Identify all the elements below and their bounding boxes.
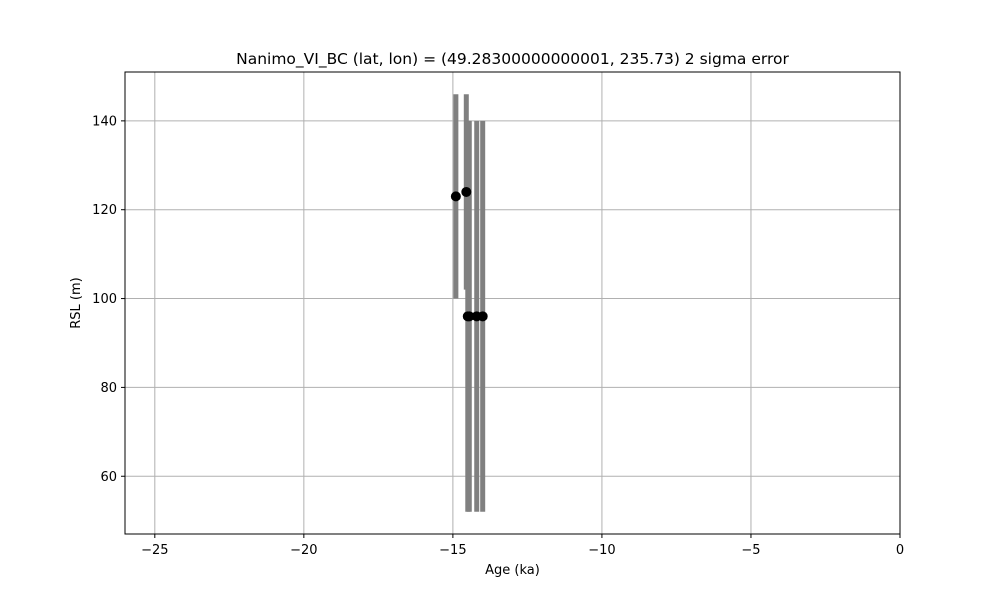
y-axis-label: RSL (m) bbox=[69, 277, 84, 328]
x-tick-label: −5 bbox=[741, 543, 760, 558]
chart-title: Nanimo_VI_BC (lat, lon) = (49.2830000000… bbox=[236, 50, 789, 69]
y-tick-label: 140 bbox=[92, 114, 117, 129]
error-bars bbox=[453, 94, 486, 512]
x-tick-label: 0 bbox=[896, 543, 904, 558]
y-axis-ticks: 60 80 100 120 140 bbox=[92, 114, 125, 485]
data-point bbox=[461, 186, 472, 197]
x-tick-label: −25 bbox=[141, 543, 168, 558]
y-tick-label: 120 bbox=[92, 203, 117, 218]
data-point bbox=[477, 311, 488, 322]
x-axis-ticks: −25 −20 −15 −10 −5 0 bbox=[141, 534, 904, 558]
y-tick-label: 80 bbox=[100, 381, 117, 396]
x-tick-label: −15 bbox=[439, 543, 466, 558]
data-points bbox=[450, 186, 488, 322]
grid bbox=[125, 72, 901, 534]
data-point bbox=[464, 311, 475, 322]
y-tick-label: 60 bbox=[100, 470, 117, 485]
x-tick-label: −20 bbox=[290, 543, 317, 558]
plot-frame bbox=[124, 71, 901, 535]
x-tick-label: −10 bbox=[588, 543, 615, 558]
data-point bbox=[450, 191, 461, 202]
y-tick-label: 100 bbox=[92, 292, 117, 307]
x-axis-label: Age (ka) bbox=[485, 563, 540, 578]
